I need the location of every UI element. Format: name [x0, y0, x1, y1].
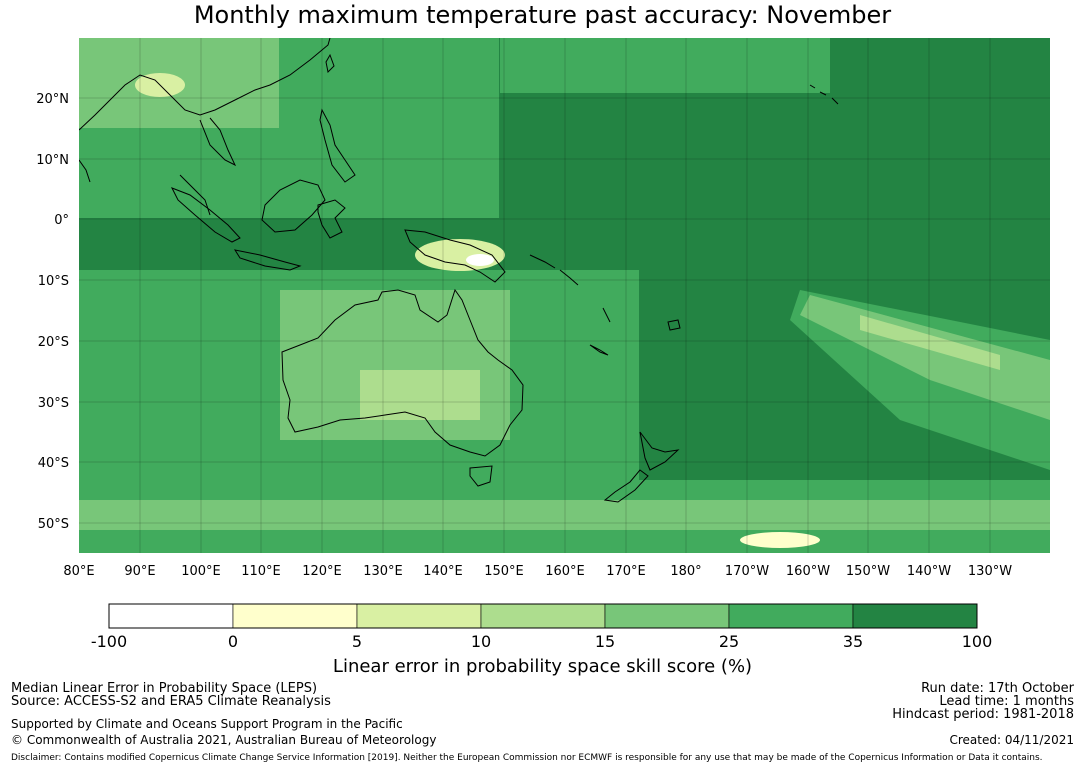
coast-new-guinea: [404, 229, 506, 283]
colorbar-tick: 5: [352, 632, 362, 651]
lon-label-160w: 160°W: [786, 564, 830, 579]
lon-label-150w: 150°W: [846, 564, 890, 579]
lon-label-90e: 90°E: [124, 564, 155, 579]
lon-label-170w: 170°W: [725, 564, 769, 579]
footer-support: Supported by Climate and Oceans Support …: [11, 717, 403, 731]
colorbar-label: Linear error in probability space skill …: [332, 656, 753, 677]
coast-tasmania: [469, 465, 493, 487]
footer-hindcast: Hindcast period: 1981-2018: [892, 707, 1074, 722]
coast-new-caledonia: [589, 344, 609, 356]
coast-solomons: [529, 254, 579, 286]
lon-label-120e: 120°E: [302, 564, 342, 579]
coast-java: [233, 249, 302, 271]
lon-label-140e: 140°E: [423, 564, 463, 579]
colorbar-swatch: [108, 603, 234, 629]
field-patch-south-ocean: [79, 500, 1050, 530]
footer-method: Median Linear Error in Probability Space…: [11, 681, 318, 696]
lat-labels: 20°N 10°N 0° 10°S 20°S 30°S 40°S 50°S: [36, 92, 69, 532]
coast-fiji: [667, 319, 681, 331]
coast-sumatra: [170, 187, 241, 243]
lat-label-30s: 30°S: [38, 396, 69, 411]
coast-vanuatu: [602, 307, 611, 323]
coast-new-zealand-north: [639, 431, 680, 471]
colorbar-tick: 10: [471, 632, 491, 651]
colorbar-swatch: [480, 603, 606, 629]
footer-disclaimer: Disclaimer: Contains modified Copernicus…: [11, 753, 1043, 763]
lat-label-40s: 40°S: [38, 456, 69, 471]
colorbar-ticks: -100 0 5 10 15 25 35 100: [91, 632, 992, 651]
footer-source: Source: ACCESS-S2 and ERA5 Climate Reana…: [11, 694, 331, 709]
coast-sulawesi: [317, 199, 346, 239]
colorbar-tick: 25: [719, 632, 739, 651]
lon-label-80e: 80°E: [63, 564, 94, 579]
coast-australia: [281, 288, 524, 457]
lat-label-50s: 50°S: [38, 517, 69, 532]
lon-label-170e: 170°E: [606, 564, 646, 579]
colorbar-frame: [108, 603, 978, 629]
footer-created: Created: 04/11/2021: [949, 733, 1074, 747]
coast-new-zealand-south: [603, 469, 649, 503]
lon-label-140w: 140°W: [907, 564, 951, 579]
colorbar-tick: 15: [595, 632, 615, 651]
field-patch-south-pale: [740, 532, 820, 548]
coast-india-east: [79, 159, 91, 183]
footer-copyright: © Commonwealth of Australia 2021, Austra…: [11, 733, 437, 747]
colorbar-tick: -100: [91, 632, 127, 651]
colorbar-swatch: [604, 603, 730, 629]
lat-label-0: 0°: [54, 213, 69, 228]
graticule: [79, 38, 1050, 553]
lon-label-110e: 110°E: [241, 564, 281, 579]
lon-label-130w: 130°W: [968, 564, 1012, 579]
coast-taiwan: [325, 53, 335, 74]
colorbar-swatch: [356, 603, 482, 629]
field-patch-inland: [360, 370, 480, 420]
coastlines: [79, 38, 839, 503]
lat-label-20n: 20°N: [36, 92, 69, 107]
colorbar-tick: 0: [228, 632, 238, 651]
coast-hawaii: [809, 84, 839, 105]
field-patch-band-core: [860, 315, 1000, 370]
lat-label-10s: 10°S: [38, 274, 69, 289]
footer-lead-time: Lead time: 1 months: [939, 694, 1074, 709]
lon-label-150e: 150°E: [484, 564, 524, 579]
lon-label-180: 180°: [670, 564, 701, 579]
lon-labels: 80°E 90°E 100°E 110°E 120°E 130°E 140°E …: [63, 564, 1012, 579]
colorbar-tick: 100: [962, 632, 993, 651]
colorbar-swatch: [728, 603, 854, 629]
field-region-n: [500, 38, 830, 93]
colorbar-swatch: [232, 603, 358, 629]
lon-label-160e: 160°E: [545, 564, 585, 579]
coast-asia-mainland: [79, 38, 331, 216]
map-title: Monthly maximum temperature past accurac…: [193, 1, 892, 29]
field-patch-white: [466, 254, 494, 266]
skill-field: [79, 38, 1050, 553]
lat-label-10n: 10°N: [36, 153, 69, 168]
colorbar-tick: 35: [843, 632, 863, 651]
colorbar-swatches: [108, 603, 978, 629]
lat-label-20s: 20°S: [38, 335, 69, 350]
footer-run-date: Run date: 17th October: [921, 681, 1074, 696]
colorbar: -100 0 5 10 15 25 35 100: [91, 603, 992, 651]
lon-label-100e: 100°E: [181, 564, 221, 579]
colorbar-swatch: [852, 603, 978, 629]
coast-philippines: [319, 108, 356, 183]
lon-label-130e: 130°E: [363, 564, 403, 579]
